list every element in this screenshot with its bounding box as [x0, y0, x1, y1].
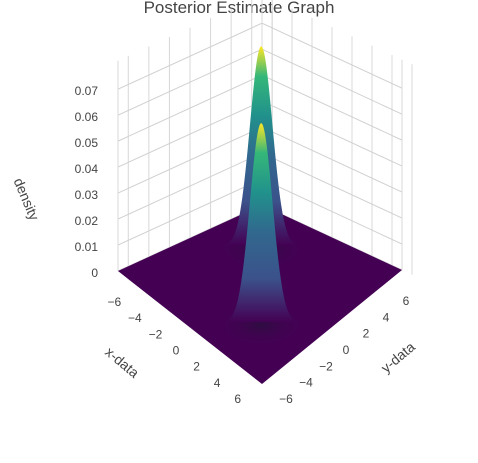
y-tick-label: 6 — [403, 294, 410, 308]
x-tick-label: 0 — [173, 344, 180, 358]
z-tick-label: 0.03 — [75, 188, 99, 202]
y-tick-label: −4 — [299, 376, 313, 390]
y-tick-label: 4 — [383, 310, 390, 324]
x-tick-label: 4 — [214, 376, 221, 390]
y-axis-title: y-data — [378, 338, 418, 375]
z-tick-label: 0.02 — [75, 214, 99, 228]
z-tick-label: 0.06 — [75, 110, 99, 124]
density-peak-right — [217, 123, 306, 348]
x-tick-label: −6 — [107, 295, 121, 309]
y-tick-label: 0 — [343, 343, 350, 357]
z-tick-label: 0.05 — [75, 136, 99, 150]
x-tick-label: −2 — [149, 327, 163, 341]
y-tick-label: 2 — [363, 327, 370, 341]
peak-surface — [225, 123, 298, 322]
x-tick-label: 6 — [234, 392, 241, 406]
x-tick-label: −4 — [128, 311, 142, 325]
y-tick-label: −6 — [279, 392, 293, 406]
z-tick-label: 0.01 — [75, 240, 99, 254]
z-tick-label: 0.04 — [75, 162, 99, 176]
z-axis-title: density — [11, 176, 43, 223]
tick-labels: 00.010.020.030.040.050.060.07−6−4−202466… — [75, 84, 410, 406]
x-tick-label: 2 — [193, 360, 200, 374]
z-tick-label: 0.07 — [75, 84, 99, 98]
y-tick-label: −2 — [319, 359, 333, 373]
z-tick-label: 0 — [91, 266, 98, 280]
x-axis-title: x-data — [102, 344, 142, 381]
chart-title: Posterior Estimate Graph — [144, 0, 335, 17]
